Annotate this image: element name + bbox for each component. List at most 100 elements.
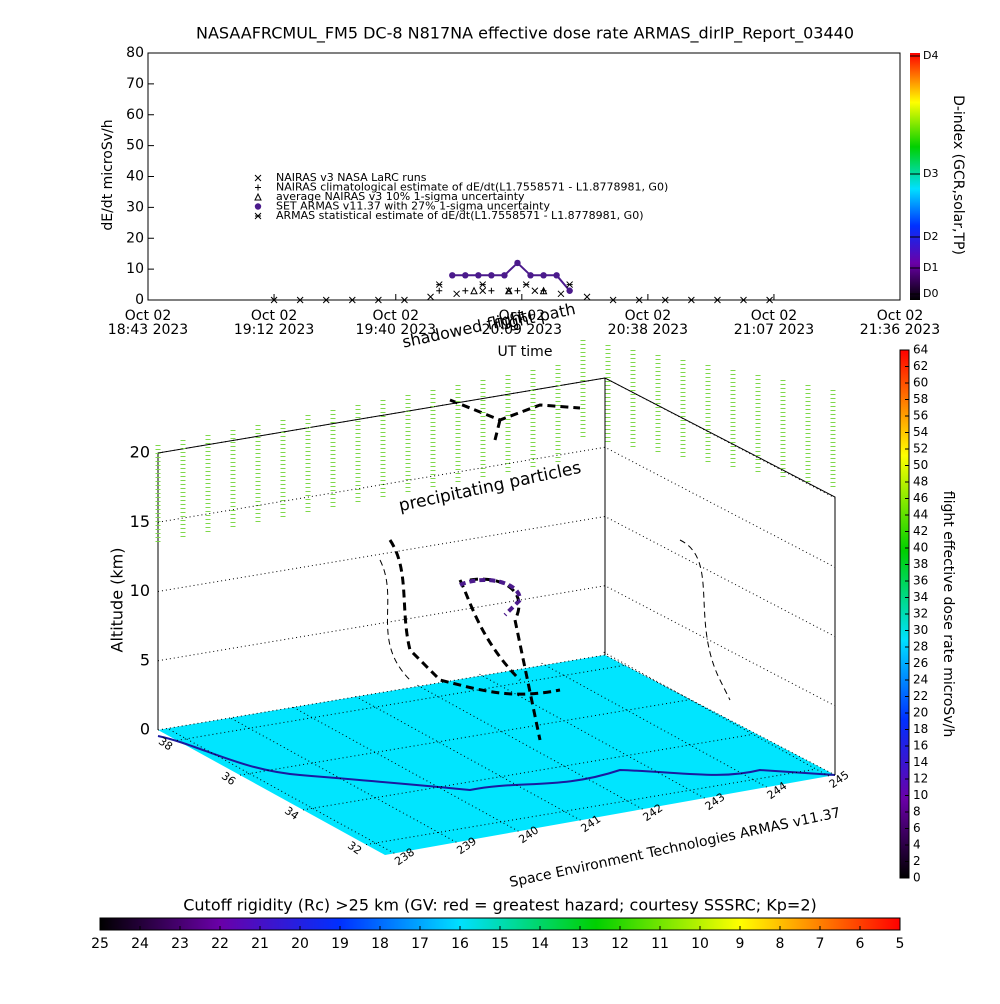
series-line xyxy=(452,261,571,292)
colorbar-tick-label: 60 xyxy=(913,376,928,390)
colorbar-tick-label: 11 xyxy=(651,936,669,952)
marker xyxy=(566,287,573,294)
colorbar-tick-label: 5 xyxy=(896,936,905,952)
x-tick-label: Oct 02 xyxy=(499,308,545,324)
marker xyxy=(540,272,547,279)
legend-label: NAIRAS v3 NASA LaRC runs xyxy=(276,171,427,184)
flight-path-dose xyxy=(459,578,523,617)
marker xyxy=(296,296,304,304)
marker xyxy=(427,293,434,301)
box-edges xyxy=(157,377,836,775)
colorbar-tick-label: 14 xyxy=(531,936,549,952)
marker xyxy=(375,296,382,304)
colorbar-tick-label: 42 xyxy=(913,524,928,538)
flight-shadow xyxy=(379,539,731,701)
3d-box xyxy=(155,340,836,855)
colorbar-tick-label: D1 xyxy=(923,261,938,274)
colorbar-tick-label: 8 xyxy=(913,805,921,819)
colorbar-tick-label: 46 xyxy=(913,491,928,505)
colorbar-tick-label: 12 xyxy=(611,936,629,952)
y-tick-label: 50 xyxy=(126,138,144,154)
x-tick-label: 21:36 2023 xyxy=(860,322,940,338)
marker xyxy=(348,296,356,304)
marker xyxy=(714,296,721,304)
marker xyxy=(436,287,443,294)
y-tick-label: 20 xyxy=(126,230,144,246)
dose-colorbar-label: flight effective dose rate microSv/h xyxy=(940,491,956,737)
x-tick-label: 19:12 2023 xyxy=(234,322,314,338)
colorbar-tick-label: 48 xyxy=(913,475,928,489)
legend-marker xyxy=(254,203,262,210)
colorbar-tick-label: 24 xyxy=(131,936,149,952)
marker xyxy=(687,296,695,304)
x-tick-label: Oct 02 xyxy=(251,308,297,324)
marker xyxy=(635,296,643,304)
rc-colorbar-label: Cutoff rigidity (Rc) >25 km (GV: red = g… xyxy=(183,896,817,915)
colorbar-tick-label: 4 xyxy=(913,838,921,852)
plot-frame xyxy=(147,52,901,301)
colorbar-tick-label: D0 xyxy=(923,287,938,300)
colorbar-tick-label: 22 xyxy=(211,936,229,952)
colorbar-tick-label: 25 xyxy=(91,936,109,952)
colorbar-tick-label: 18 xyxy=(371,936,389,952)
colorbar-tick-label: 2 xyxy=(913,854,921,868)
z-tick-label: 20 xyxy=(130,443,150,462)
colorbar-tick-label: 18 xyxy=(913,722,928,736)
colorbar-tick-label: 34 xyxy=(913,590,928,604)
marker xyxy=(566,281,573,288)
legend-label: ARMAS statistical estimate of dE/dt(L1.7… xyxy=(276,209,643,222)
y-tick-label: 60 xyxy=(126,107,144,123)
colorbar-tick-label: 14 xyxy=(913,755,928,769)
colorbar-tick-label: 30 xyxy=(913,623,928,637)
colorbar-tick-label: 32 xyxy=(913,607,928,621)
colorbar-tick-label: 22 xyxy=(913,689,928,703)
lon-tick-label: 245 xyxy=(827,768,852,791)
marker xyxy=(583,293,591,301)
marker xyxy=(322,296,330,304)
colorbar-tick-label: 16 xyxy=(913,739,928,753)
colorbar-tick-label: 6 xyxy=(913,821,921,835)
colorbar-tick-label: 6 xyxy=(856,936,865,952)
y-tick-label: 10 xyxy=(126,261,144,277)
colorbar-tick-label: 62 xyxy=(913,359,928,373)
marker xyxy=(501,272,508,279)
marker xyxy=(609,296,617,304)
marker xyxy=(740,296,747,304)
colorbar-tick-label: 64 xyxy=(913,343,928,357)
chart-title: NASAAFRCMUL_FM5 DC-8 N817NA effective do… xyxy=(196,24,854,44)
legend-marker xyxy=(254,174,262,182)
x-tick-label: Oct 02 xyxy=(373,308,419,324)
colorbar-tick-label: 28 xyxy=(913,640,928,654)
colorbar-tick-label: 21 xyxy=(251,936,269,952)
y-tick-label: 0 xyxy=(135,292,144,308)
colorbar-tick-label: 0 xyxy=(913,871,921,885)
colorbar-tick-label: 20 xyxy=(291,936,309,952)
colorbar-tick-label: 24 xyxy=(913,673,928,687)
colorbar-tick-label: 13 xyxy=(571,936,589,952)
colorbar-tick-label: 7 xyxy=(816,936,825,952)
y-tick-label: 80 xyxy=(126,45,144,61)
coastline xyxy=(157,735,836,792)
x-tick-label: 18:43 2023 xyxy=(108,322,188,338)
z-tick-label: 0 xyxy=(140,720,150,739)
x-tick-label: Oct 02 xyxy=(751,308,797,324)
colorbar-tick-label: 36 xyxy=(913,574,928,588)
colorbar-tick-label: 54 xyxy=(913,425,928,439)
y-tick-label: 40 xyxy=(126,169,144,185)
marker xyxy=(539,286,548,295)
marker xyxy=(462,272,469,279)
marker xyxy=(527,272,534,279)
legend-label: average NAIRAS v3 10% 1-sigma uncertaint… xyxy=(276,190,525,203)
marker xyxy=(661,296,669,304)
colorbar-tick-label: 52 xyxy=(913,442,928,456)
marker xyxy=(453,290,460,298)
colorbar-tick-label: D3 xyxy=(923,167,938,180)
x-tick-label: 19:40 2023 xyxy=(356,322,436,338)
marker xyxy=(514,287,521,294)
colorbar-tick-label: D4 xyxy=(923,49,938,62)
colorbar-tick-label: 40 xyxy=(913,541,928,555)
marker xyxy=(531,287,539,295)
legend-label: SET ARMAS v11.37 with 27% 1-sigma uncert… xyxy=(276,200,550,213)
x-tick-label: Oct 02 xyxy=(625,308,671,324)
